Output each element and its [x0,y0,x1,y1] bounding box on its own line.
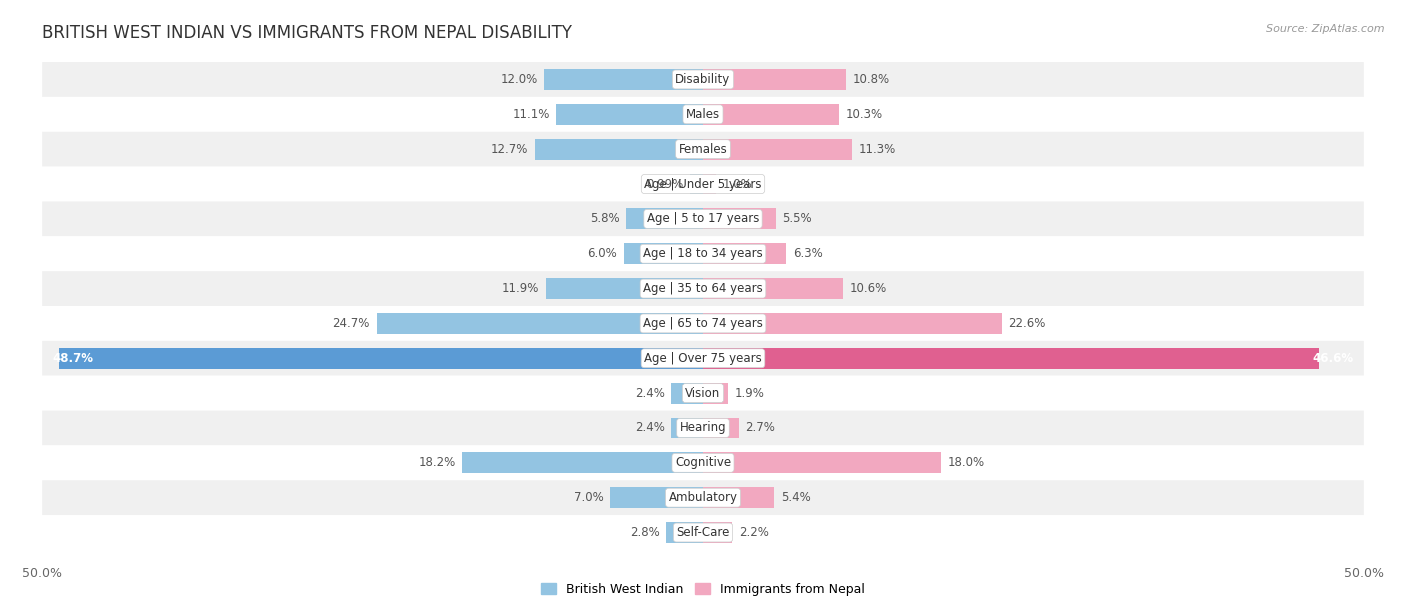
Bar [703,139,852,160]
Text: Ambulatory: Ambulatory [668,491,738,504]
FancyBboxPatch shape [42,97,1364,132]
Text: Hearing: Hearing [679,422,727,435]
Text: Vision: Vision [685,387,721,400]
FancyBboxPatch shape [42,376,1364,411]
Legend: British West Indian, Immigrants from Nepal: British West Indian, Immigrants from Nep… [536,578,870,601]
Bar [703,174,716,195]
FancyBboxPatch shape [42,271,1364,306]
Bar [463,452,703,473]
FancyBboxPatch shape [42,515,1364,550]
Bar [703,313,1001,334]
FancyBboxPatch shape [42,446,1364,480]
Text: 22.6%: 22.6% [1008,317,1046,330]
Text: 0.99%: 0.99% [647,177,683,190]
Text: Age | 65 to 74 years: Age | 65 to 74 years [643,317,763,330]
Bar [690,174,703,195]
Text: 10.6%: 10.6% [849,282,887,295]
Text: 11.9%: 11.9% [502,282,538,295]
Text: 12.7%: 12.7% [491,143,529,155]
Text: 24.7%: 24.7% [333,317,370,330]
Text: Males: Males [686,108,720,121]
Bar [703,382,728,403]
Text: Age | 35 to 64 years: Age | 35 to 64 years [643,282,763,295]
Text: Age | Over 75 years: Age | Over 75 years [644,352,762,365]
Text: 11.1%: 11.1% [512,108,550,121]
Bar [703,104,839,125]
Text: 2.8%: 2.8% [630,526,659,539]
Text: 1.9%: 1.9% [735,387,765,400]
FancyBboxPatch shape [42,62,1364,97]
Text: 7.0%: 7.0% [574,491,605,504]
Text: 6.3%: 6.3% [793,247,823,260]
Bar [624,243,703,264]
Bar [703,209,776,230]
Text: 12.0%: 12.0% [501,73,537,86]
Text: Females: Females [679,143,727,155]
Bar [703,69,846,90]
Text: 6.0%: 6.0% [588,247,617,260]
FancyBboxPatch shape [42,201,1364,236]
Text: 2.4%: 2.4% [634,422,665,435]
Bar [703,417,738,438]
Bar [557,104,703,125]
Bar [59,348,703,368]
Text: Age | 5 to 17 years: Age | 5 to 17 years [647,212,759,225]
Text: 1.0%: 1.0% [723,177,752,190]
FancyBboxPatch shape [42,341,1364,376]
Text: 5.5%: 5.5% [782,212,811,225]
Bar [703,522,733,543]
Bar [536,139,703,160]
Text: Disability: Disability [675,73,731,86]
Bar [546,278,703,299]
Text: Cognitive: Cognitive [675,457,731,469]
Text: 46.6%: 46.6% [1312,352,1353,365]
Text: 5.4%: 5.4% [780,491,811,504]
Bar [703,348,1319,368]
Bar [671,417,703,438]
Bar [703,278,844,299]
Text: 5.8%: 5.8% [591,212,620,225]
FancyBboxPatch shape [42,236,1364,271]
Bar [610,487,703,508]
FancyBboxPatch shape [42,132,1364,166]
Text: 18.2%: 18.2% [419,457,456,469]
Bar [671,382,703,403]
Text: 10.3%: 10.3% [846,108,883,121]
Bar [703,487,775,508]
FancyBboxPatch shape [42,480,1364,515]
Text: 2.2%: 2.2% [738,526,769,539]
Text: 2.4%: 2.4% [634,387,665,400]
FancyBboxPatch shape [42,411,1364,446]
Text: Source: ZipAtlas.com: Source: ZipAtlas.com [1267,24,1385,34]
Text: 10.8%: 10.8% [852,73,890,86]
FancyBboxPatch shape [42,166,1364,201]
Text: Age | 18 to 34 years: Age | 18 to 34 years [643,247,763,260]
Text: Age | Under 5 years: Age | Under 5 years [644,177,762,190]
Bar [377,313,703,334]
Bar [544,69,703,90]
Text: 2.7%: 2.7% [745,422,775,435]
Text: 48.7%: 48.7% [53,352,94,365]
FancyBboxPatch shape [42,306,1364,341]
Bar [703,243,786,264]
Text: 11.3%: 11.3% [859,143,896,155]
Bar [626,209,703,230]
Bar [666,522,703,543]
Text: Self-Care: Self-Care [676,526,730,539]
Text: BRITISH WEST INDIAN VS IMMIGRANTS FROM NEPAL DISABILITY: BRITISH WEST INDIAN VS IMMIGRANTS FROM N… [42,24,572,42]
Text: 18.0%: 18.0% [948,457,984,469]
Bar [703,452,941,473]
